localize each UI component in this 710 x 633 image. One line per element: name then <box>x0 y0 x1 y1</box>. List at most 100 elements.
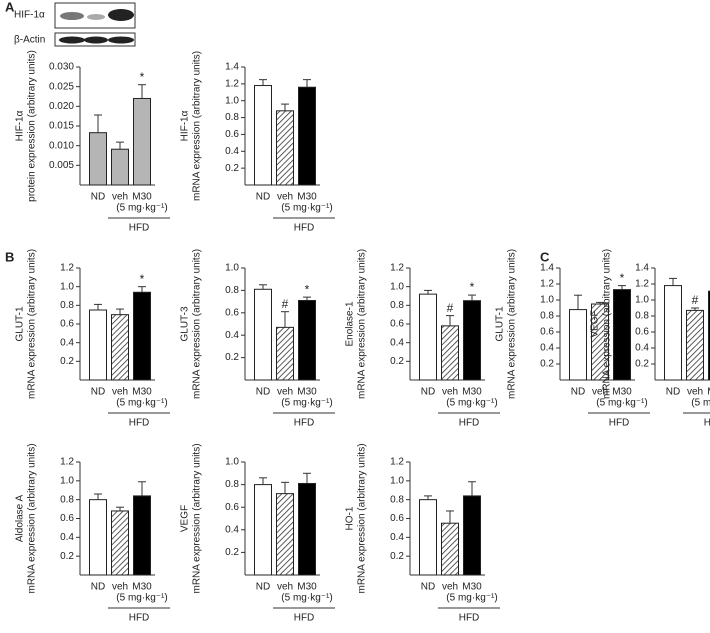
y-tick-label: 0.2 <box>60 356 74 367</box>
y-tick-label: 0.8 <box>60 300 74 311</box>
y-tick-label: 0.2 <box>390 356 404 367</box>
y-axis-label: mRNA expression (arbitrary units) <box>602 249 613 399</box>
y-tick-label: 0.010 <box>49 140 74 151</box>
blot-band <box>59 36 85 44</box>
y-tick-label: 1.2 <box>390 263 404 274</box>
y-tick-label: 0.2 <box>635 359 649 370</box>
x-tick-label: veh <box>277 387 293 398</box>
x-tick-label: M30 <box>462 582 482 593</box>
bar <box>569 309 587 381</box>
y-axis-title: HO-1 <box>345 506 356 530</box>
y-tick-label: 1.2 <box>390 457 404 468</box>
x-tick-label: veh <box>277 582 293 593</box>
significance-marker: # <box>447 301 454 315</box>
y-tick-label: 0.2 <box>225 547 239 558</box>
y-tick-label: 0.8 <box>540 311 554 322</box>
bar <box>89 132 107 186</box>
y-tick-label: 0.6 <box>225 129 239 140</box>
y-tick-label: 1.2 <box>225 78 239 89</box>
bar <box>276 326 294 381</box>
y-tick-label: 0.4 <box>635 343 649 354</box>
x-tick-label: ND <box>91 192 105 203</box>
y-axis-label: mRNA expression (arbitrary units) <box>27 443 38 593</box>
y-tick-label: 1.2 <box>60 457 74 468</box>
y-tick-label: 0.8 <box>225 112 239 123</box>
y-axis-label: protein expression (arbitrary units) <box>27 50 38 202</box>
panel-letter: C <box>540 249 550 264</box>
bar <box>254 85 272 186</box>
bar <box>133 495 151 576</box>
y-tick-label: 1.0 <box>540 295 554 306</box>
x-tick-label: M30 <box>297 582 317 593</box>
bar <box>254 288 272 381</box>
significance-marker: * <box>140 70 145 84</box>
y-tick-label: 0.8 <box>225 479 239 490</box>
significance-marker: # <box>692 293 699 307</box>
bar <box>463 300 481 381</box>
x-tick-label: ND <box>571 387 585 398</box>
significance-marker: * <box>620 271 625 285</box>
bar <box>133 291 151 381</box>
bar <box>276 110 294 186</box>
bar <box>664 285 682 381</box>
x-tick-label: M30 <box>612 387 632 398</box>
y-axis-label: mRNA expression (arbitrary units) <box>357 249 368 399</box>
bar <box>89 499 107 576</box>
x-tick-label: M30 <box>132 192 152 203</box>
y-tick-label: 0.2 <box>390 551 404 562</box>
x-tick-label: ND <box>91 387 105 398</box>
y-tick-label: 0.2 <box>60 551 74 562</box>
y-tick-label: 0.4 <box>225 330 239 341</box>
y-axis-label: mRNA expression (arbitrary units) <box>507 249 518 399</box>
y-tick-label: 0.6 <box>225 502 239 513</box>
x-tick-label: ND <box>256 582 270 593</box>
group-label: HFD <box>129 418 150 429</box>
y-tick-label: 0.015 <box>49 121 74 132</box>
y-axis-label: mRNA expression (arbitrary units) <box>27 249 38 399</box>
x-tick-label: veh <box>277 192 293 203</box>
y-tick-label: 1.4 <box>225 62 239 73</box>
western-blot <box>54 2 136 47</box>
y-tick-label: 1.2 <box>540 279 554 290</box>
group-label: HFD <box>129 223 150 234</box>
blot-label: HIF-1α <box>14 10 45 21</box>
x-tick-label: veh <box>112 192 128 203</box>
bar <box>419 499 437 576</box>
category-note: (5 mg·kg⁻¹) <box>446 398 497 409</box>
y-tick-label: 1.0 <box>225 457 239 468</box>
blot-band <box>84 36 108 44</box>
y-tick-label: 0.8 <box>390 300 404 311</box>
blot-band <box>87 14 105 20</box>
category-note: (5 mg·kg⁻¹) <box>281 593 332 604</box>
category-note: (5 mg·kg⁻¹) <box>281 203 332 214</box>
x-tick-label: ND <box>421 582 435 593</box>
y-tick-label: 0.020 <box>49 101 74 112</box>
y-tick-label: 0.030 <box>49 62 74 73</box>
y-tick-label: 0.4 <box>60 337 74 348</box>
significance-marker: * <box>305 282 310 296</box>
significance-marker: # <box>282 297 289 311</box>
y-axis-title: GLUT-3 <box>180 306 191 341</box>
y-tick-label: 0.4 <box>540 343 554 354</box>
blot-label: β-Actin <box>14 35 45 46</box>
y-axis-title: Aldolase A <box>15 495 26 543</box>
group-label: HFD <box>294 418 315 429</box>
group-label: HFD <box>294 223 315 234</box>
y-axis-label: mRNA expression (arbitrary units) <box>192 443 203 593</box>
y-tick-label: 1.0 <box>225 95 239 106</box>
group-label: HFD <box>609 418 630 429</box>
y-tick-label: 1.0 <box>390 281 404 292</box>
y-axis-title: GLUT-1 <box>495 306 506 341</box>
x-tick-label: veh <box>687 387 703 398</box>
y-tick-label: 0.6 <box>60 513 74 524</box>
y-tick-label: 0.4 <box>225 146 239 157</box>
y-tick-label: 0.6 <box>540 327 554 338</box>
y-tick-label: 1.0 <box>225 263 239 274</box>
bar <box>276 493 294 576</box>
bar <box>298 482 316 576</box>
x-tick-label: veh <box>592 387 608 398</box>
category-note: (5 mg·kg⁻¹) <box>281 398 332 409</box>
x-tick-label: M30 <box>297 387 317 398</box>
y-tick-label: 0.8 <box>60 494 74 505</box>
x-tick-label: veh <box>442 582 458 593</box>
